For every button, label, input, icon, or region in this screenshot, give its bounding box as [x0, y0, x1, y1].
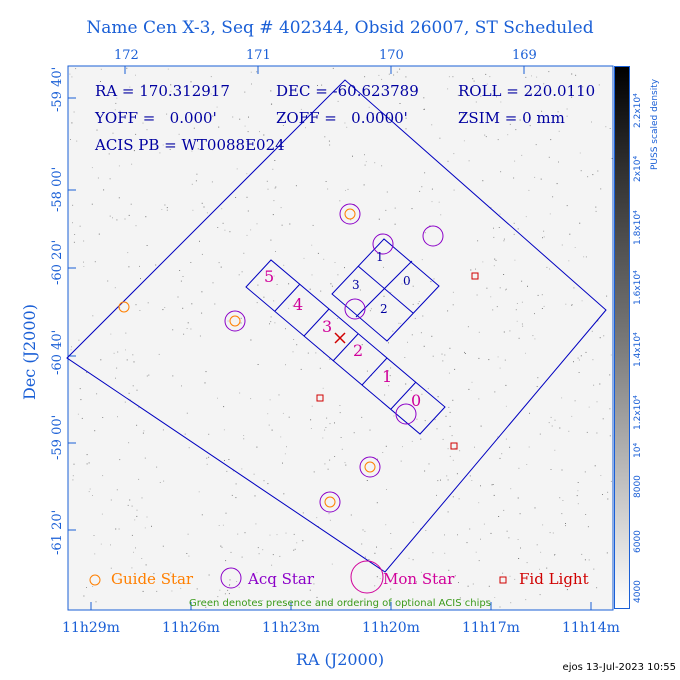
colorbar-tick: 4000 [633, 580, 643, 603]
legend-mon-icon [350, 560, 384, 594]
colorbar-label: PUSS scaled density [650, 78, 660, 170]
guide-star-marker [324, 496, 336, 508]
guide-star-marker [229, 315, 241, 327]
acq-star-marker [359, 456, 381, 478]
colorbar-tick: 2.2x10⁴ [633, 93, 643, 128]
fid-light-marker [316, 394, 324, 402]
colorbar-tick: 1.2x10⁴ [633, 395, 643, 430]
top-tick-2: 170 [379, 48, 404, 63]
colorbar-tick: 10⁴ [633, 442, 643, 458]
acq-star-marker [319, 491, 341, 513]
bottom-tick: 11h26m [162, 620, 220, 636]
chip-s-label: 0 [411, 391, 422, 410]
legend-mon-label: Mon Star [383, 570, 455, 588]
chip-s-label: 4 [293, 295, 304, 314]
chip-s-label: 3 [322, 317, 333, 336]
legend-guide-label: Guide Star [111, 570, 194, 588]
bottom-tick: 11h20m [362, 620, 420, 636]
chip-i-label: 1 [376, 250, 384, 264]
zoff-value: ZOFF = 0.0000' [276, 109, 408, 127]
legend-acq-icon [220, 567, 242, 589]
top-tick-3: 169 [512, 48, 537, 63]
legend-fid-icon [499, 576, 507, 584]
legend-fid-label: Fid Light [519, 570, 589, 588]
acis-pb-value: ACIS PB = WT0088E024 [95, 136, 285, 154]
timestamp-footer: ejos 13-Jul-2023 10:55 [562, 662, 676, 673]
guide-star-marker [118, 301, 130, 313]
fid-light-marker [471, 272, 479, 280]
top-tick-0: 172 [114, 48, 139, 63]
bottom-tick: 11h14m [562, 620, 620, 636]
x-axis-label: RA (J2000) [295, 650, 385, 669]
bottom-tick: 11h29m [62, 620, 120, 636]
ra-value: RA = 170.312917 [95, 82, 230, 100]
acq-star-marker [372, 233, 394, 255]
legend-acq-label: Acq Star [248, 570, 315, 588]
colorbar-tick: 1.4x10⁴ [633, 332, 643, 367]
colorbar-tick: 8000 [633, 475, 643, 498]
colorbar-tick: 1.8x10⁴ [633, 210, 643, 245]
colorbar-tick: 2x10⁴ [633, 155, 643, 182]
bottom-tick: 11h23m [262, 620, 320, 636]
field-of-view-outline [66, 79, 607, 573]
plot-title: Name Cen X-3, Seq # 402344, Obsid 26007,… [86, 18, 594, 38]
target-marker [334, 332, 346, 344]
acq-star-marker [344, 298, 366, 320]
yoff-value: YOFF = 0.000' [95, 109, 217, 127]
y-axis-label: Dec (J2000) [20, 304, 39, 400]
fid-light-marker [450, 442, 458, 450]
roll-value: ROLL = 220.0110 [458, 82, 596, 100]
chip-s-label: 1 [382, 367, 393, 386]
chip-i-label: 2 [380, 302, 388, 316]
dec-value: DEC = -60.623789 [276, 82, 419, 100]
acq-star-marker [224, 310, 246, 332]
bottom-tick: 11h17m [462, 620, 520, 636]
colorbar-tick: 6000 [633, 530, 643, 553]
acq-star-marker [422, 225, 444, 247]
acq-star-marker [339, 203, 361, 225]
chip-i-label: 3 [352, 278, 360, 292]
chip-s-label: 2 [353, 341, 364, 360]
acis-s-array [245, 259, 446, 435]
acq-star-marker [395, 403, 417, 425]
colorbar-tick: 1.6x10⁴ [633, 270, 643, 305]
chip-s-label: 5 [264, 267, 275, 286]
zsim-value: ZSIM = 0 mm [458, 109, 565, 127]
guide-star-marker [344, 208, 356, 220]
guide-star-marker [364, 461, 376, 473]
top-tick-1: 171 [246, 48, 271, 63]
chip-i-label: 0 [403, 274, 411, 288]
legend-guide-icon [89, 574, 101, 586]
optional-chips-note: Green denotes presence and ordering of o… [189, 598, 491, 609]
density-colorbar [614, 66, 630, 609]
